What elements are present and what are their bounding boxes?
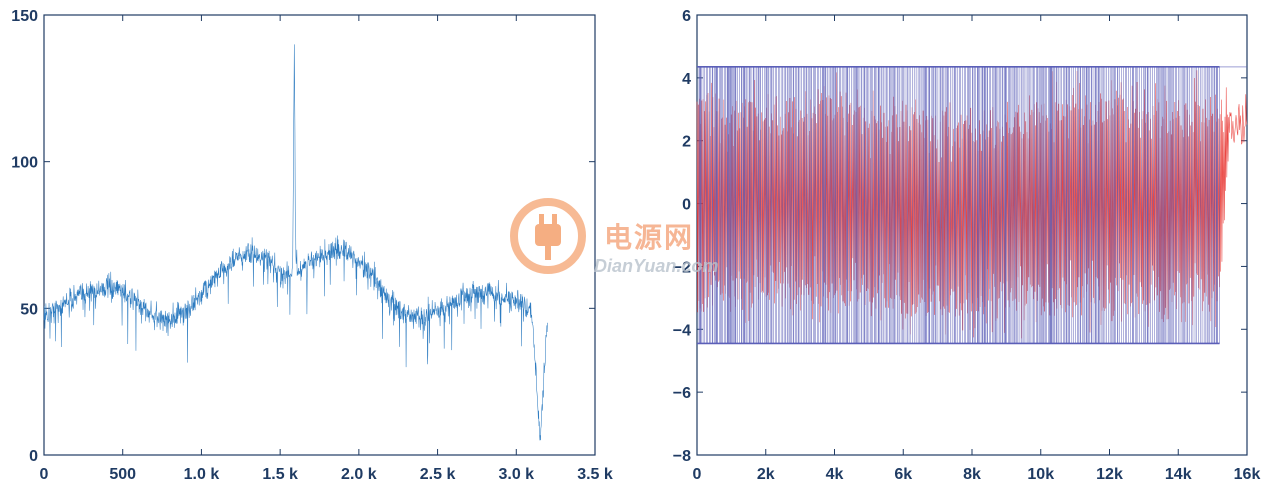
- waveform-x-tick-label: 16k: [1234, 466, 1261, 483]
- spectrum-y-tick-label: 150: [11, 8, 38, 25]
- watermark-en-text: DianYuan.com: [594, 256, 719, 276]
- waveform-x-tick-label: 12k: [1096, 466, 1123, 483]
- waveform-y-tick-label: 0: [682, 197, 691, 214]
- waveform-y-tick-label: 6: [682, 8, 691, 25]
- plug-logo-icon: [510, 198, 586, 274]
- watermark: 电源网 DianYuan.com: [508, 196, 778, 286]
- waveform-x-tick-label: 6k: [894, 466, 912, 483]
- waveform-y-tick-label: −6: [673, 385, 691, 402]
- spectrum-y-tick-label: 100: [11, 155, 38, 172]
- waveform-y-tick-label: 4: [682, 71, 691, 88]
- spectrum-series-line: [43, 44, 548, 441]
- spectrum-x-tick-label: 3.5 k: [577, 466, 613, 483]
- spectrum-y-tick-label: 0: [29, 448, 38, 465]
- waveform-x-tick-label: 10k: [1027, 466, 1054, 483]
- spectrum-y-tick-label: 50: [20, 301, 38, 318]
- spectrum-x-tick-label: 2.0 k: [341, 466, 377, 483]
- spectrum-x-tick-label: 2.5 k: [420, 466, 456, 483]
- spectrum-x-tick-label: 1.5 k: [262, 466, 298, 483]
- waveform-y-tick-label: −8: [673, 448, 691, 465]
- waveform-y-tick-label: −4: [673, 322, 691, 339]
- spectrum-x-tick-label: 0: [40, 466, 49, 483]
- watermark-cn-text: 电源网: [604, 221, 695, 254]
- waveform-y-tick-label: −2: [673, 259, 691, 276]
- waveform-chart: 0 2k 4k 6k 8k 10k 12k 14k 16k −8 −6 −4 −2 0 2 4 6: [673, 8, 1261, 483]
- waveform-x-tick-label: 4k: [826, 466, 844, 483]
- waveform-x-tick-label: 0: [693, 466, 702, 483]
- waveform-x-tick-label: 8k: [963, 466, 981, 483]
- spectrum-x-tick-label: 500: [109, 466, 136, 483]
- spectrum-plot-frame: [43, 14, 596, 456]
- waveform-x-tick-label: 2k: [757, 466, 775, 483]
- waveform-x-tick-label: 14k: [1165, 466, 1192, 483]
- spectrum-x-tick-label: 1.0 k: [184, 466, 220, 483]
- spectrum-chart: 0 500 1.0 k 1.5 k 2.0 k 2.5 k 3.0 k 3.5 k 0 50 100…: [11, 8, 613, 483]
- waveform-y-tick-label: 2: [682, 134, 691, 151]
- spectrum-x-tick-label: 3.0 k: [498, 466, 534, 483]
